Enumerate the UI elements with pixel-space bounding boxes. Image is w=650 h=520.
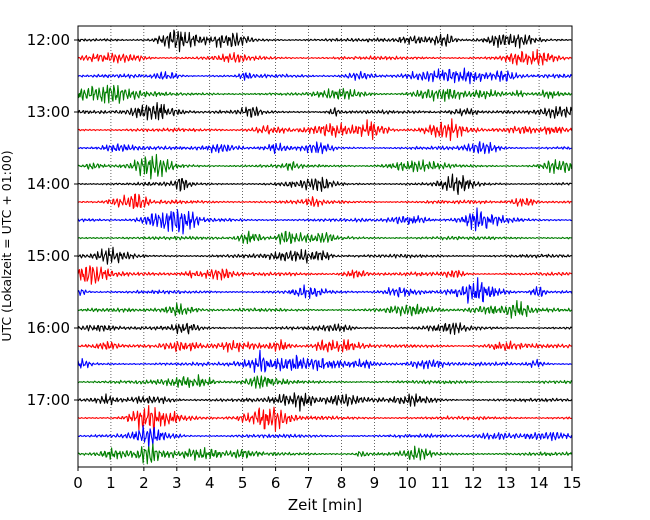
trace-line	[78, 265, 572, 285]
trace-group	[78, 29, 572, 465]
y-tick-label: 17:00	[27, 391, 70, 409]
x-tick-label: 15	[562, 474, 581, 492]
y-tick-label: 13:00	[27, 103, 70, 121]
trace-line	[78, 173, 572, 196]
trace-line	[78, 374, 572, 389]
x-tick-label: 5	[238, 474, 248, 492]
trace-line	[78, 29, 572, 53]
trace-line	[78, 277, 572, 304]
x-tick-label: 1	[106, 474, 116, 492]
x-tick-label: 8	[337, 474, 347, 492]
y-axis: 12:00 13:00 14:00 15:00 16:00 17:00	[27, 31, 78, 409]
y-tick-label: 12:00	[27, 31, 70, 49]
x-axis-label: Zeit [min]	[288, 496, 362, 514]
y-tick-label: 16:00	[27, 319, 70, 337]
x-tick-label: 9	[370, 474, 380, 492]
trace-line	[78, 339, 572, 353]
trace-line	[78, 193, 572, 210]
trace-line	[78, 443, 572, 465]
x-tick-label: 2	[139, 474, 149, 492]
trace-line	[78, 322, 572, 336]
x-tick-label: 7	[304, 474, 314, 492]
y-tick-label: 15:00	[27, 247, 70, 265]
trace-line	[78, 349, 572, 373]
trace-line	[78, 84, 572, 104]
trace-line	[78, 230, 572, 245]
trace-line	[78, 67, 572, 85]
x-tick-label: 6	[271, 474, 281, 492]
y-tick-label: 14:00	[27, 175, 70, 193]
x-tick-label: 0	[73, 474, 83, 492]
plot-frame	[77, 25, 573, 468]
x-tick-label: 10	[398, 474, 417, 492]
x-axis: 0 1 2 3 4 5 6 7 8 9 10 11 12 13 14 15	[73, 467, 582, 492]
trace-line	[78, 425, 572, 449]
trace-line	[78, 48, 572, 66]
trace-line	[78, 101, 572, 121]
x-tick-label: 4	[205, 474, 215, 492]
x-tick-label: 14	[530, 474, 549, 492]
trace-line	[78, 300, 572, 319]
y-axis-label: UTC (Lokalzeit = UTC + 01:00)	[0, 150, 14, 341]
trace-line	[78, 392, 572, 412]
trace-line	[78, 118, 572, 142]
trace-line	[78, 207, 572, 235]
x-tick-label: 3	[172, 474, 182, 492]
x-tick-label: 11	[431, 474, 450, 492]
x-tick-label: 13	[497, 474, 516, 492]
trace-line	[78, 246, 572, 265]
x-tick-label: 12	[464, 474, 483, 492]
trace-line	[78, 141, 572, 155]
trace-line	[78, 153, 572, 180]
trace-line	[78, 405, 572, 432]
